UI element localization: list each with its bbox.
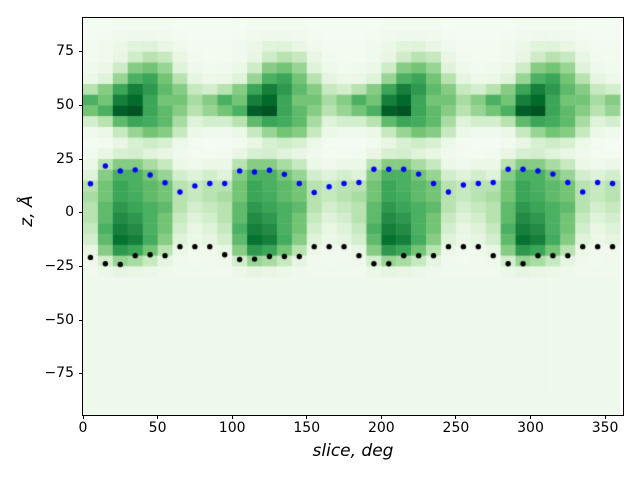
x-tick-label: 150 (293, 420, 321, 436)
x-tick-mark (82, 415, 84, 419)
y-tick-mark (79, 319, 83, 321)
x-tick-mark (231, 415, 233, 419)
x-tick-label: 300 (517, 420, 544, 436)
y-tick-label: −25 (44, 257, 74, 274)
y-tick-mark (79, 373, 83, 375)
x-tick-mark (306, 415, 308, 419)
heatmap-canvas (83, 18, 623, 415)
x-axis-label: slice, deg (312, 441, 394, 461)
y-tick-label: −75 (44, 365, 74, 382)
x-tick-label: 200 (367, 420, 395, 436)
y-tick-mark (79, 104, 83, 106)
y-tick-label: 50 (56, 96, 74, 113)
x-tick-mark (604, 415, 606, 419)
x-tick-label: 0 (78, 420, 88, 436)
y-tick-label: 0 (65, 204, 74, 221)
y-tick-label: 25 (56, 150, 74, 167)
y-tick-label: 75 (56, 43, 74, 60)
y-tick-mark (79, 51, 83, 53)
y-tick-mark (79, 265, 83, 267)
y-tick-mark (79, 158, 83, 160)
y-tick-label: −50 (44, 311, 74, 328)
x-tick-mark (530, 415, 531, 419)
x-tick-mark (380, 415, 382, 419)
x-tick-mark (455, 415, 457, 419)
y-tick-mark (79, 212, 83, 214)
x-tick-label: 350 (591, 420, 619, 436)
y-axis-label: z, Å (17, 195, 37, 227)
x-tick-label: 100 (218, 420, 246, 436)
x-tick-label: 250 (442, 420, 470, 436)
x-tick-label: 50 (148, 420, 167, 436)
x-tick-mark (157, 415, 159, 419)
